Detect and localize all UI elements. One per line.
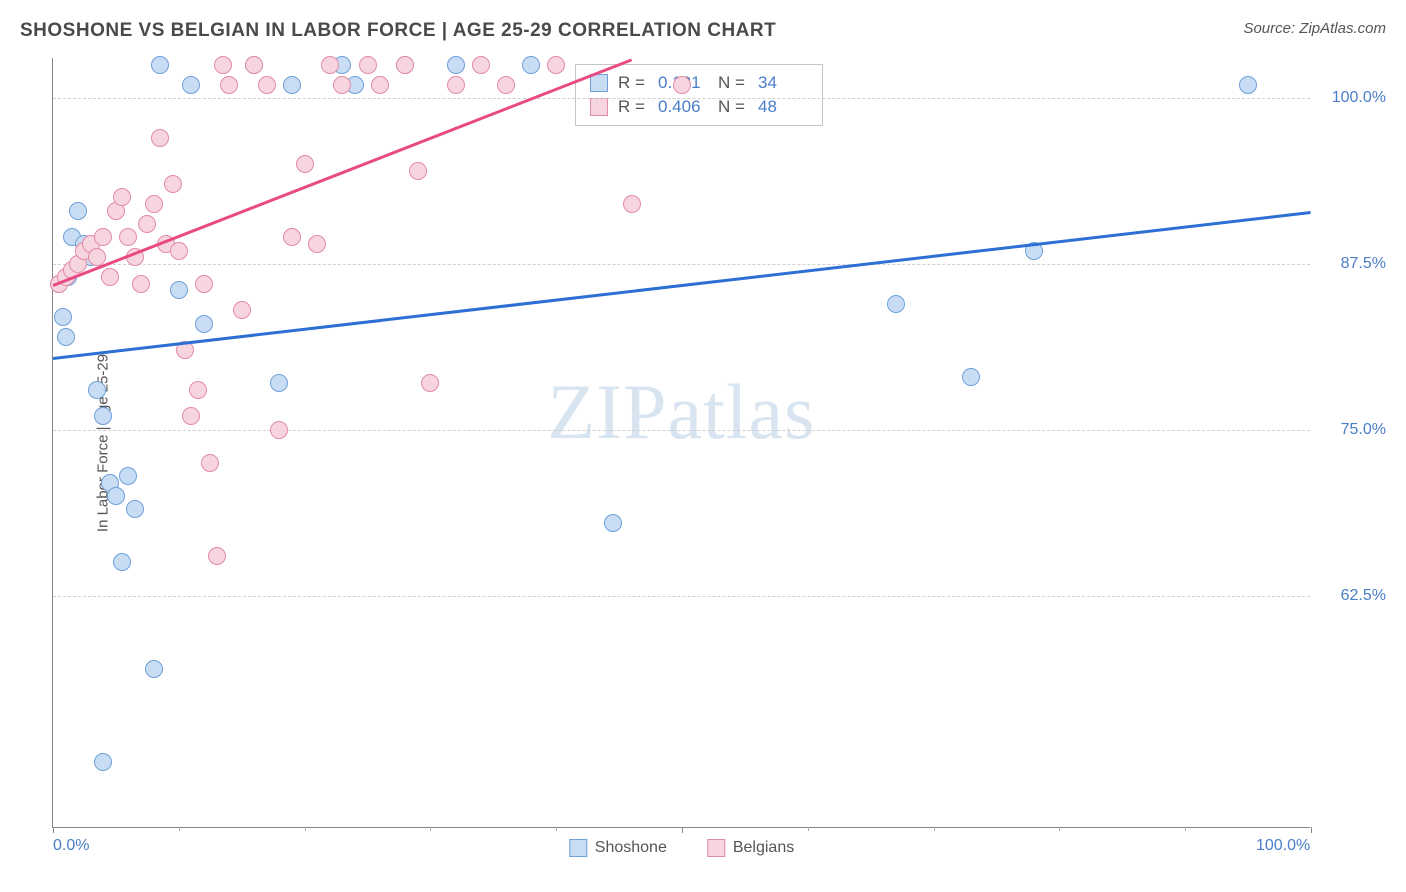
data-point bbox=[421, 374, 439, 392]
data-point bbox=[245, 56, 263, 74]
data-point bbox=[145, 195, 163, 213]
data-point bbox=[170, 242, 188, 260]
data-point bbox=[214, 56, 232, 74]
plot-area: ZIPatlas R = 0.181 N = 34 R = 0.406 N = … bbox=[52, 58, 1310, 828]
data-point bbox=[54, 308, 72, 326]
data-point bbox=[396, 56, 414, 74]
gridline bbox=[53, 264, 1310, 265]
x-tick-minor bbox=[305, 827, 306, 831]
series-legend: Shoshone Belgians bbox=[569, 839, 794, 857]
header: SHOSHONE VS BELGIAN IN LABOR FORCE | AGE… bbox=[20, 20, 1386, 42]
x-tick-minor bbox=[1059, 827, 1060, 831]
y-tick-label: 87.5% bbox=[1316, 255, 1386, 273]
data-point bbox=[308, 235, 326, 253]
data-point bbox=[69, 202, 87, 220]
data-point bbox=[472, 56, 490, 74]
x-tick-minor bbox=[1185, 827, 1186, 831]
data-point bbox=[270, 374, 288, 392]
data-point bbox=[270, 421, 288, 439]
data-point bbox=[94, 753, 112, 771]
data-point bbox=[94, 228, 112, 246]
data-point bbox=[138, 215, 156, 233]
data-point bbox=[170, 281, 188, 299]
y-tick-label: 100.0% bbox=[1316, 89, 1386, 107]
data-point bbox=[522, 56, 540, 74]
x-tick-minor bbox=[179, 827, 180, 831]
data-point bbox=[182, 76, 200, 94]
data-point bbox=[126, 500, 144, 518]
x-tick-minor bbox=[556, 827, 557, 831]
data-point bbox=[220, 76, 238, 94]
data-point bbox=[119, 467, 137, 485]
data-point bbox=[57, 328, 75, 346]
x-tick-label: 100.0% bbox=[1256, 837, 1310, 855]
swatch-shoshone-icon bbox=[569, 839, 587, 857]
data-point bbox=[547, 56, 565, 74]
gridline bbox=[53, 596, 1310, 597]
x-tick-label: 0.0% bbox=[53, 837, 89, 855]
x-tick-major bbox=[53, 827, 54, 833]
data-point bbox=[409, 162, 427, 180]
swatch-belgians-icon bbox=[707, 839, 725, 857]
data-point bbox=[195, 315, 213, 333]
data-point bbox=[447, 56, 465, 74]
data-point bbox=[189, 381, 207, 399]
x-tick-major bbox=[682, 827, 683, 833]
trend-line bbox=[53, 211, 1311, 360]
x-tick-major bbox=[1311, 827, 1312, 833]
data-point bbox=[296, 155, 314, 173]
gridline bbox=[53, 430, 1310, 431]
chart-container: In Labor Force | Age 25-29 ZIPatlas R = … bbox=[52, 58, 1386, 828]
data-point bbox=[447, 76, 465, 94]
swatch-belgians bbox=[590, 98, 608, 116]
data-point bbox=[164, 175, 182, 193]
x-tick-minor bbox=[808, 827, 809, 831]
legend-item-belgians: Belgians bbox=[707, 839, 794, 857]
data-point bbox=[88, 381, 106, 399]
data-point bbox=[132, 275, 150, 293]
data-point bbox=[258, 76, 276, 94]
source-attribution: Source: ZipAtlas.com bbox=[1243, 20, 1386, 37]
data-point bbox=[195, 275, 213, 293]
data-point bbox=[962, 368, 980, 386]
legend-row-shoshone: R = 0.181 N = 34 bbox=[590, 71, 808, 95]
data-point bbox=[497, 76, 515, 94]
swatch-shoshone bbox=[590, 74, 608, 92]
x-tick-minor bbox=[430, 827, 431, 831]
watermark: ZIPatlas bbox=[548, 367, 816, 457]
data-point bbox=[208, 547, 226, 565]
data-point bbox=[113, 188, 131, 206]
chart-title: SHOSHONE VS BELGIAN IN LABOR FORCE | AGE… bbox=[20, 20, 776, 42]
data-point bbox=[182, 407, 200, 425]
data-point bbox=[673, 76, 691, 94]
data-point bbox=[283, 76, 301, 94]
data-point bbox=[359, 56, 377, 74]
gridline bbox=[53, 98, 1310, 99]
data-point bbox=[101, 268, 119, 286]
data-point bbox=[604, 514, 622, 532]
y-tick-label: 75.0% bbox=[1316, 421, 1386, 439]
data-point bbox=[371, 76, 389, 94]
correlation-legend: R = 0.181 N = 34 R = 0.406 N = 48 bbox=[575, 64, 823, 126]
data-point bbox=[145, 660, 163, 678]
data-point bbox=[151, 129, 169, 147]
data-point bbox=[321, 56, 339, 74]
data-point bbox=[283, 228, 301, 246]
data-point bbox=[201, 454, 219, 472]
data-point bbox=[233, 301, 251, 319]
y-tick-label: 62.5% bbox=[1316, 587, 1386, 605]
data-point bbox=[623, 195, 641, 213]
x-tick-minor bbox=[934, 827, 935, 831]
data-point bbox=[113, 553, 131, 571]
data-point bbox=[151, 56, 169, 74]
data-point bbox=[1239, 76, 1257, 94]
data-point bbox=[107, 487, 125, 505]
data-point bbox=[333, 76, 351, 94]
data-point bbox=[887, 295, 905, 313]
data-point bbox=[119, 228, 137, 246]
data-point bbox=[94, 407, 112, 425]
legend-item-shoshone: Shoshone bbox=[569, 839, 667, 857]
